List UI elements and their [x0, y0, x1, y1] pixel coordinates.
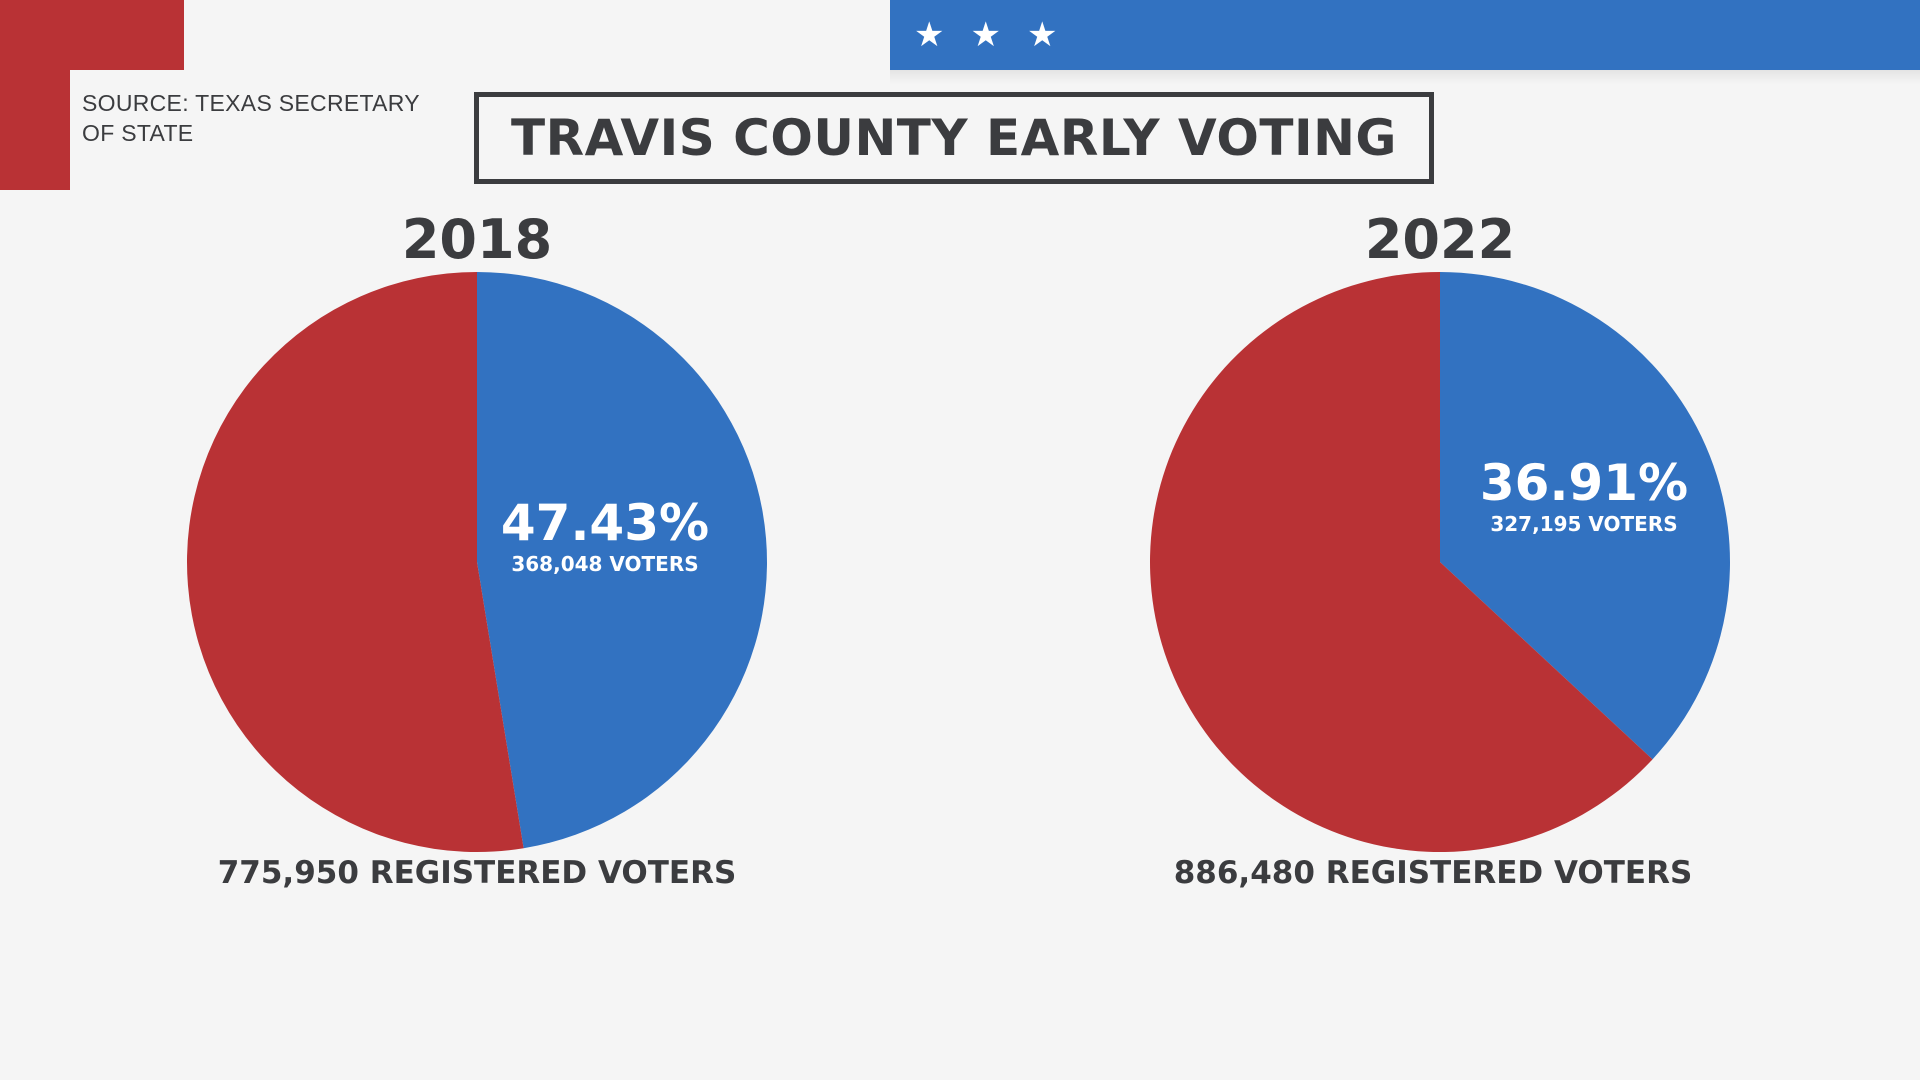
title-box: TRAVIS COUNTY EARLY VOTING: [474, 92, 1434, 184]
pie-2022: 36.91%327,195 VOTERS: [1150, 272, 1730, 853]
registered-voters-2022: 886,480 REGISTERED VOTERS: [1173, 855, 1693, 891]
chart-2022-year: 2022: [1364, 208, 1516, 271]
slice-percent-label: 36.91%: [1480, 454, 1688, 512]
star-icon: ★: [970, 15, 1001, 55]
pie-slice-2022-0: [1440, 272, 1730, 760]
source-note: SOURCE: TEXAS SECRETARY OF STATE: [82, 90, 420, 146]
flag-banner-shadow: [890, 70, 1920, 84]
star-icon: ★: [914, 15, 945, 55]
pie-2018: 47.43%368,048 VOTERS: [186, 272, 767, 852]
star-icon: ★: [1026, 15, 1058, 55]
chart-2018-year: 2018: [401, 208, 553, 271]
slice-percent-label: 47.43%: [501, 494, 709, 552]
banner-stars: ★ ★ ★: [914, 14, 1057, 56]
flag-banner: [890, 0, 1920, 70]
slice-voters-label: 327,195 VOTERS: [1490, 512, 1677, 536]
corner-accent-vertical: [0, 0, 70, 190]
pie-slice-2018-1: [186, 272, 524, 852]
pie-slice-2018-0: [477, 272, 767, 849]
registered-voters-2018: 775,950 REGISTERED VOTERS: [217, 855, 737, 891]
pie-slice-2022-1: [1150, 272, 1653, 853]
slice-voters-label: 368,048 VOTERS: [511, 552, 698, 576]
chart-title: TRAVIS COUNTY EARLY VOTING: [511, 109, 1397, 167]
